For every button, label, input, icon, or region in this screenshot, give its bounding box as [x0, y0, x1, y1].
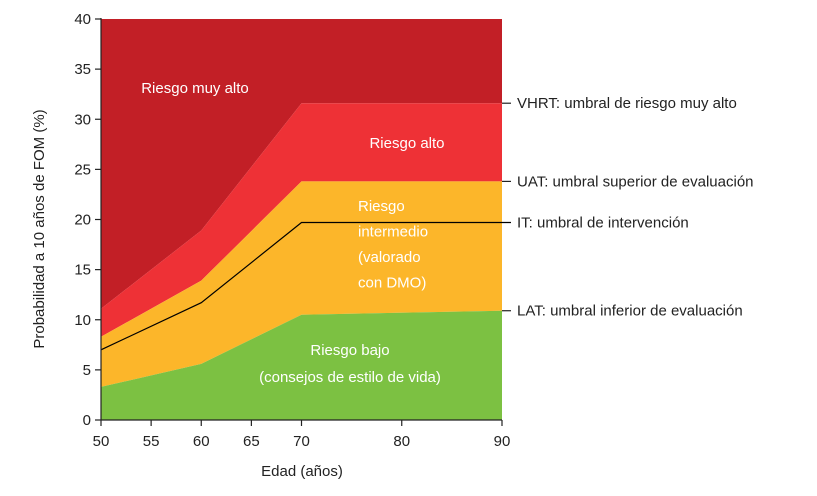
zone-label-low: (consejos de estilo de vida): [259, 369, 441, 386]
area-low-risk: [101, 310, 502, 420]
y-tick-label: 30: [74, 111, 91, 128]
y-tick-label: 25: [74, 161, 91, 178]
zone-label-intermediate: Riesgo: [358, 198, 405, 215]
zone-label-intermediate: intermedio: [358, 224, 428, 241]
x-tick-label: 55: [143, 433, 160, 450]
threshold-label-uat: UAT: umbral superior de evaluación: [517, 173, 754, 190]
x-tick-label: 60: [193, 433, 210, 450]
y-tick-label: 40: [74, 11, 91, 28]
x-tick-label: 70: [293, 433, 310, 450]
x-axis-label: Edad (años): [261, 463, 343, 480]
y-tick-label: 0: [83, 412, 91, 429]
zone-label-very-high: Riesgo muy alto: [141, 80, 249, 97]
zone-label-high: Riesgo alto: [369, 135, 444, 152]
zone-label-intermediate: (valorado: [358, 249, 421, 266]
area-high-risk: [101, 103, 502, 337]
y-tick-label: 15: [74, 262, 91, 279]
y-tick-label: 10: [74, 312, 91, 329]
y-tick-label: 5: [83, 362, 91, 379]
zone-label-low: Riesgo bajo: [310, 342, 389, 359]
y-tick-label: 35: [74, 61, 91, 78]
zone-label-intermediate: con DMO): [358, 275, 426, 292]
x-tick-label: 80: [393, 433, 410, 450]
x-tick-label: 90: [494, 433, 511, 450]
area-intermediate-risk: [101, 181, 502, 387]
area-very-high-risk: [101, 19, 502, 309]
y-tick-label: 20: [74, 212, 91, 229]
threshold-label-vhrt: VHRT: umbral de riesgo muy alto: [517, 95, 737, 112]
x-tick-label: 65: [243, 433, 260, 450]
it-threshold-line: [100, 221, 511, 351]
y-axis-label: Probabilidad a 10 años de FOM (%): [31, 109, 48, 348]
threshold-label-lat: LAT: umbral inferior de evaluación: [517, 303, 743, 320]
threshold-label-it: IT: umbral de intervención: [517, 215, 689, 232]
x-tick-label: 50: [93, 433, 110, 450]
